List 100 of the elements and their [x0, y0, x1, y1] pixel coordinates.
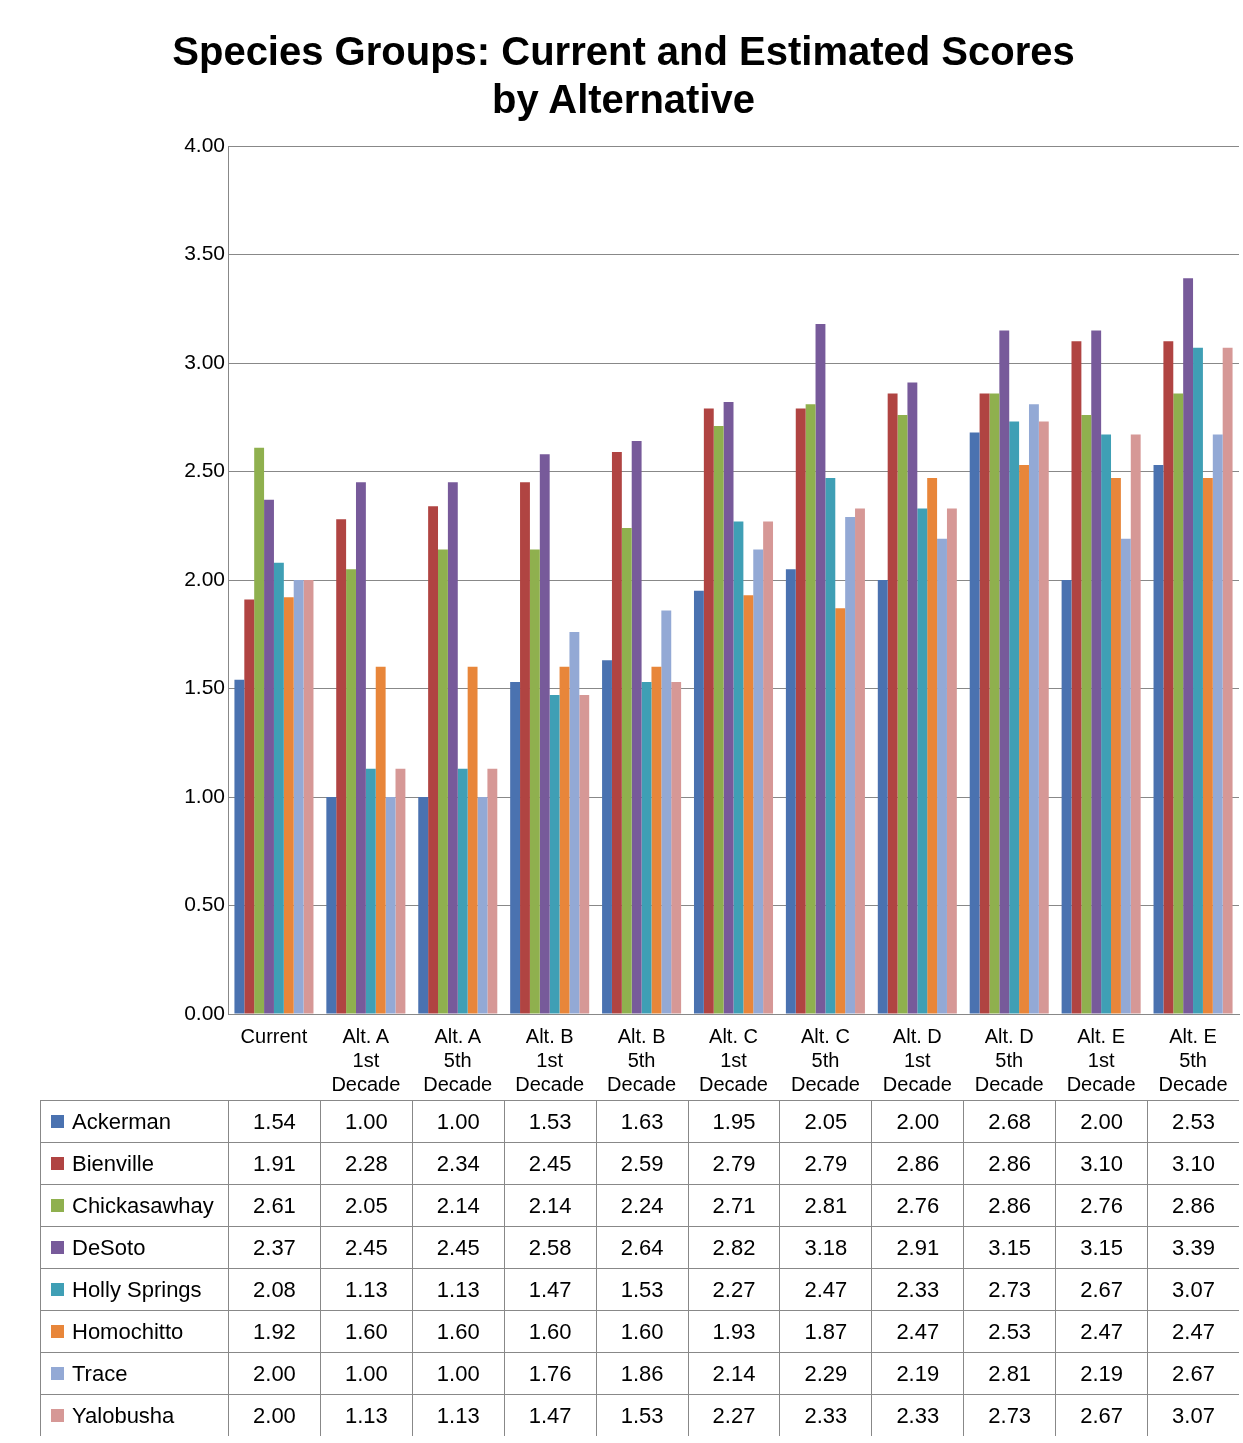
- x-tick-label: Alt. A 5th Decade: [423, 1024, 493, 1095]
- bar: [1202, 478, 1213, 1014]
- bar: [1212, 434, 1223, 1014]
- data-label: 2.71: [687, 1185, 780, 1226]
- legend-label: Chickasawhay: [72, 1192, 214, 1219]
- legend-label: Homochitto: [72, 1318, 184, 1345]
- y-tick-label: 0.50: [184, 892, 225, 916]
- bar: [234, 679, 245, 1014]
- data-label: 2.73: [963, 1395, 1056, 1436]
- bar: [1222, 347, 1233, 1014]
- bar: [1163, 341, 1174, 1014]
- bar: [438, 549, 448, 1014]
- bar: [303, 580, 314, 1014]
- bar: [385, 797, 396, 1014]
- x-tick-label: Alt. B 5th Decade: [607, 1024, 677, 1095]
- bar: [510, 681, 521, 1014]
- bar: [671, 681, 682, 1014]
- bar: [244, 599, 255, 1014]
- data-label: 2.47: [871, 1311, 964, 1352]
- bar: [661, 610, 672, 1014]
- bar: [1101, 434, 1112, 1014]
- bar: [254, 447, 265, 1014]
- bar: [539, 454, 550, 1014]
- data-label: 1.63: [595, 1101, 688, 1142]
- data-label: 1.13: [319, 1269, 412, 1310]
- data-label: 3.15: [963, 1227, 1056, 1268]
- x-tick-label: Alt. E 1st Decade: [1066, 1024, 1136, 1095]
- bar: [264, 499, 274, 1014]
- y-tick-label: 4.00: [184, 132, 225, 156]
- bar: [336, 519, 347, 1014]
- bar: [1071, 341, 1082, 1014]
- data-label: 3.07: [1147, 1269, 1239, 1310]
- data-label: 3.39: [1147, 1227, 1239, 1268]
- data-label: 2.67: [1055, 1269, 1148, 1310]
- legend-label: Bienville: [72, 1150, 154, 1177]
- data-label: 1.93: [687, 1311, 780, 1352]
- bar: [273, 562, 284, 1014]
- bar: [549, 695, 560, 1014]
- legend-label: Trace: [72, 1360, 128, 1387]
- bar: [937, 538, 947, 1014]
- bar: [1111, 478, 1121, 1014]
- data-label: 2.27: [687, 1395, 780, 1436]
- data-label: 2.67: [1147, 1353, 1239, 1394]
- data-label: 2.24: [595, 1185, 688, 1226]
- data-label: 2.14: [411, 1185, 504, 1226]
- data-label: 2.19: [1055, 1353, 1148, 1394]
- data-label: 2.14: [503, 1185, 596, 1226]
- data-label: 1.13: [411, 1269, 504, 1310]
- data-label: 1.00: [411, 1101, 504, 1142]
- data-label: 2.00: [871, 1101, 964, 1142]
- data-label: 3.07: [1147, 1395, 1239, 1436]
- bar: [815, 323, 826, 1014]
- bar: [365, 768, 376, 1014]
- bar: [887, 393, 898, 1014]
- data-label: 2.68: [963, 1101, 1056, 1142]
- data-label: 2.37: [228, 1227, 320, 1268]
- bar: [733, 521, 744, 1014]
- bar: [979, 393, 990, 1014]
- legend-label: Holly Springs: [72, 1276, 202, 1303]
- data-label: 2.34: [411, 1143, 504, 1184]
- data-label: 2.47: [1147, 1311, 1239, 1352]
- y-tick-label: 2.00: [184, 566, 225, 590]
- bar: [520, 482, 530, 1014]
- bar: [743, 595, 754, 1014]
- bar: [326, 797, 337, 1014]
- bar: [579, 695, 590, 1014]
- bar: [1173, 393, 1184, 1014]
- bar: [1019, 464, 1029, 1014]
- bar: [418, 797, 429, 1014]
- bar: [989, 393, 1000, 1014]
- bar: [529, 549, 540, 1014]
- bar: [559, 666, 570, 1014]
- data-label: 1.13: [319, 1395, 412, 1436]
- bar: [1038, 421, 1049, 1014]
- bar: [763, 521, 774, 1014]
- bar: [845, 517, 856, 1014]
- data-label: 2.53: [1147, 1101, 1239, 1142]
- data-label: 2.05: [319, 1185, 412, 1226]
- bar: [602, 660, 612, 1014]
- bar: [927, 478, 938, 1014]
- data-label: 3.18: [779, 1227, 872, 1268]
- bar: [713, 425, 724, 1014]
- bar: [355, 482, 366, 1014]
- y-tick-label: 2.50: [184, 458, 225, 482]
- x-tick-label: Alt. C 1st Decade: [699, 1024, 768, 1095]
- data-label: 2.79: [687, 1143, 780, 1184]
- y-tick-label: 3.50: [184, 241, 225, 265]
- bar: [375, 666, 386, 1014]
- data-label: 1.47: [503, 1395, 596, 1436]
- data-label: 2.86: [871, 1143, 964, 1184]
- legend-label: Yalobusha: [72, 1402, 175, 1429]
- data-label: 2.27: [687, 1269, 780, 1310]
- data-label: 2.59: [595, 1143, 688, 1184]
- data-label: 1.91: [228, 1143, 320, 1184]
- data-label: 2.58: [503, 1227, 596, 1268]
- data-label: 2.45: [319, 1227, 412, 1268]
- bar: [855, 508, 865, 1014]
- x-tick-label: Alt. A 1st Decade: [331, 1024, 401, 1095]
- chart-title: Species Groups: Current and Estimated Scores by Alternative: [172, 29, 1075, 122]
- data-label: 1.47: [503, 1269, 596, 1310]
